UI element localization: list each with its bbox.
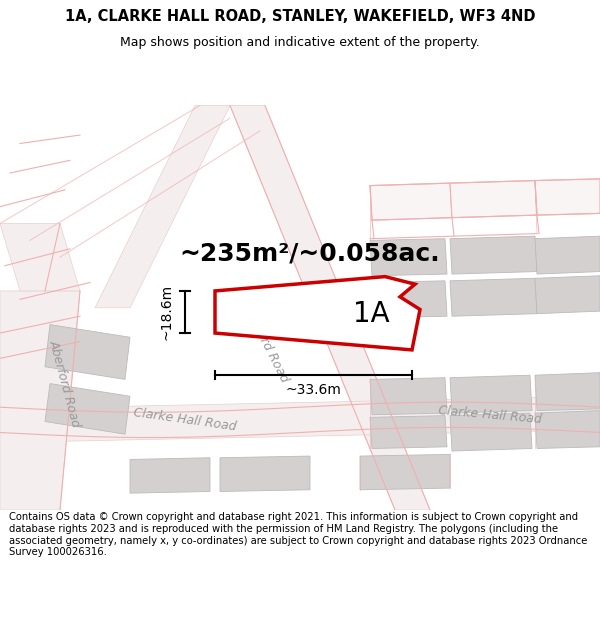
- Text: Aberford Road: Aberford Road: [239, 298, 291, 384]
- Polygon shape: [535, 411, 600, 449]
- Polygon shape: [450, 236, 537, 274]
- Text: Map shows position and indicative extent of the property.: Map shows position and indicative extent…: [120, 36, 480, 49]
- Text: 1A: 1A: [353, 300, 390, 328]
- Polygon shape: [130, 458, 210, 493]
- Polygon shape: [230, 106, 430, 510]
- Text: 1A, CLARKE HALL ROAD, STANLEY, WAKEFIELD, WF3 4ND: 1A, CLARKE HALL ROAD, STANLEY, WAKEFIELD…: [65, 9, 535, 24]
- Text: ~235m²/~0.058ac.: ~235m²/~0.058ac.: [179, 241, 440, 265]
- Polygon shape: [450, 413, 532, 451]
- Polygon shape: [370, 416, 447, 449]
- Text: ~18.6m: ~18.6m: [160, 284, 174, 340]
- Polygon shape: [0, 224, 80, 291]
- Polygon shape: [360, 454, 450, 490]
- Polygon shape: [450, 375, 532, 413]
- Polygon shape: [220, 456, 310, 491]
- Polygon shape: [45, 384, 130, 434]
- Polygon shape: [95, 106, 230, 308]
- Text: Clarke Hall Road: Clarke Hall Road: [133, 406, 237, 434]
- Polygon shape: [535, 179, 600, 215]
- Polygon shape: [45, 324, 130, 379]
- Polygon shape: [215, 277, 420, 350]
- Text: ~33.6m: ~33.6m: [286, 383, 341, 398]
- Polygon shape: [0, 291, 80, 510]
- Polygon shape: [535, 372, 600, 411]
- Polygon shape: [535, 236, 600, 274]
- Polygon shape: [370, 239, 447, 276]
- Polygon shape: [370, 378, 447, 415]
- Polygon shape: [370, 281, 447, 318]
- Text: Clarke Hall Road: Clarke Hall Road: [438, 404, 542, 426]
- Text: Aberford Road: Aberford Road: [47, 339, 83, 429]
- Polygon shape: [0, 396, 600, 442]
- Polygon shape: [450, 181, 537, 218]
- Polygon shape: [535, 276, 600, 314]
- Polygon shape: [370, 183, 452, 220]
- Text: Contains OS data © Crown copyright and database right 2021. This information is : Contains OS data © Crown copyright and d…: [9, 512, 587, 557]
- Polygon shape: [450, 278, 537, 316]
